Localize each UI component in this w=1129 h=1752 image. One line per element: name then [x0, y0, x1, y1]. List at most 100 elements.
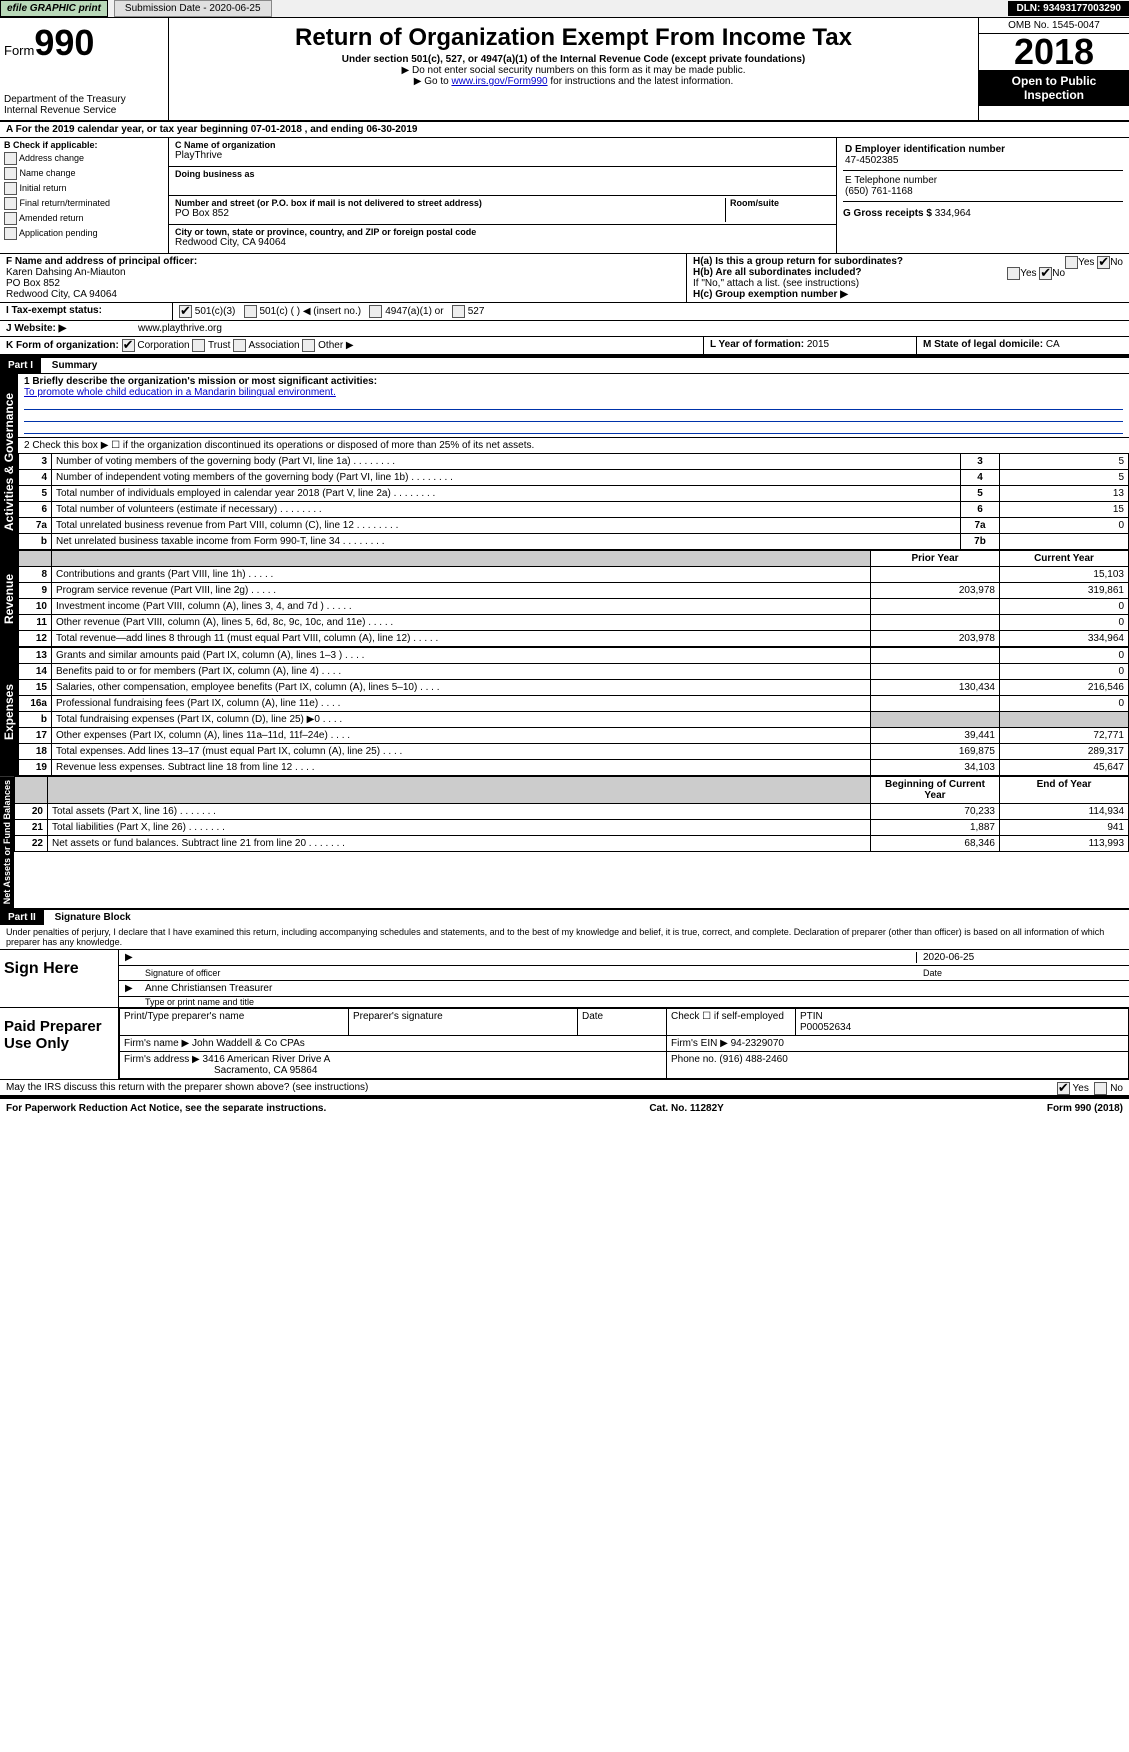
- firm-addr-label: Firm's address ▶: [124, 1054, 200, 1065]
- opt-trust: Trust: [208, 340, 230, 351]
- room-label: Room/suite: [730, 198, 830, 208]
- opt-527: 527: [468, 306, 485, 317]
- g-label: G Gross receipts $: [843, 208, 932, 219]
- table-row: bNet unrelated business taxable income f…: [19, 534, 1129, 550]
- m-label: M State of legal domicile:: [923, 339, 1043, 350]
- opt-assoc: Association: [248, 340, 299, 351]
- submission-date-button[interactable]: Submission Date - 2020-06-25: [114, 0, 272, 17]
- m-value: CA: [1046, 339, 1060, 350]
- check-initial-return[interactable]: Initial return: [4, 182, 164, 195]
- irs-label: Internal Revenue Service: [4, 105, 164, 116]
- table-row: 3Number of voting members of the governi…: [19, 454, 1129, 470]
- top-bar: efile GRAPHIC print Submission Date - 20…: [0, 0, 1129, 18]
- chk-527[interactable]: [452, 305, 465, 318]
- section-governance: Activities & Governance 1 Briefly descri…: [0, 374, 1129, 550]
- form-number: Form990: [4, 22, 164, 64]
- perjury-text: Under penalties of perjury, I declare th…: [0, 925, 1129, 950]
- chk-lbl-0: Address change: [19, 153, 84, 163]
- officer-name: Anne Christiansen Treasurer: [145, 983, 1123, 994]
- chk-4947[interactable]: [369, 305, 382, 318]
- l-label: L Year of formation:: [710, 339, 804, 350]
- hb-yes: Yes: [1020, 268, 1036, 279]
- sign-here-label: Sign Here: [0, 950, 119, 1007]
- paid-content: Print/Type preparer's name Preparer's si…: [119, 1008, 1129, 1079]
- chk-lbl-4: Amended return: [19, 213, 84, 223]
- hb-yes-check[interactable]: [1007, 267, 1020, 280]
- check-name-change[interactable]: Name change: [4, 167, 164, 180]
- table-row: 5Total number of individuals employed in…: [19, 486, 1129, 502]
- irs-link[interactable]: www.irs.gov/Form990: [451, 76, 547, 87]
- ha-row: H(a) Is this a group return for subordin…: [693, 256, 1123, 267]
- footer: For Paperwork Reduction Act Notice, see …: [0, 1097, 1129, 1118]
- revenue-table: Prior YearCurrent Year8Contributions and…: [18, 550, 1129, 647]
- ein-value: 47-4502385: [845, 155, 1121, 166]
- ha-yes-check[interactable]: [1065, 256, 1078, 269]
- col-print-name: Print/Type preparer's name: [120, 1009, 349, 1036]
- firm-name-label: Firm's name ▶: [124, 1038, 189, 1049]
- table-row: 11Other revenue (Part VIII, column (A), …: [19, 615, 1129, 631]
- cell-ein: D Employer identification number 47-4502…: [843, 140, 1123, 171]
- table-row: 13Grants and similar amounts paid (Part …: [19, 648, 1129, 664]
- table-row: 7aTotal unrelated business revenue from …: [19, 518, 1129, 534]
- phone-label: Phone no.: [671, 1054, 717, 1065]
- chk-corp[interactable]: [122, 339, 135, 352]
- table-row: 22Net assets or fund balances. Subtract …: [15, 836, 1129, 852]
- vtab-netassets: Net Assets or Fund Balances: [0, 776, 14, 908]
- table-row: 21Total liabilities (Part X, line 26) . …: [15, 820, 1129, 836]
- firm-phone-cell: Phone no. (916) 488-2460: [667, 1052, 1129, 1079]
- table-row: 17Other expenses (Part IX, column (A), l…: [19, 728, 1129, 744]
- header-right: OMB No. 1545-0047 2018 Open to Public In…: [979, 18, 1129, 120]
- chk-lbl-2: Initial return: [20, 183, 67, 193]
- hb-no-check[interactable]: [1039, 267, 1052, 280]
- check-address-change[interactable]: Address change: [4, 152, 164, 165]
- part2-title: Signature Block: [47, 912, 131, 923]
- org-name: PlayThrive: [175, 150, 830, 161]
- cell-city: City or town, state or province, country…: [169, 225, 836, 253]
- l-cell: L Year of formation: 2015: [703, 337, 916, 354]
- table-header: Beginning of Current YearEnd of Year: [15, 777, 1129, 804]
- e-label: E Telephone number: [845, 175, 1121, 186]
- footer-right: Form 990 (2018): [1047, 1103, 1123, 1114]
- chk-trust[interactable]: [192, 339, 205, 352]
- chk-assoc[interactable]: [233, 339, 246, 352]
- firm-ein-label: Firm's EIN ▶: [671, 1038, 728, 1049]
- chk-501c3[interactable]: [179, 305, 192, 318]
- table-row: 19Revenue less expenses. Subtract line 1…: [19, 760, 1129, 776]
- vtab-expenses: Expenses: [0, 647, 18, 776]
- hb-no: No: [1052, 268, 1065, 279]
- cell-phone: E Telephone number (650) 761-1168: [843, 171, 1123, 202]
- sig-of-officer: Signature of officer: [145, 968, 923, 978]
- discuss-row: May the IRS discuss this return with the…: [0, 1080, 1129, 1097]
- ha-no: No: [1110, 257, 1123, 268]
- col-ptin: PTINP00052634: [796, 1009, 1129, 1036]
- ha-no-check[interactable]: [1097, 256, 1110, 269]
- col-date: Date: [578, 1009, 667, 1036]
- cell-h: H(a) Is this a group return for subordin…: [687, 254, 1129, 302]
- firm-ein-cell: Firm's EIN ▶ 94-2329070: [667, 1036, 1129, 1052]
- check-amended[interactable]: Amended return: [4, 212, 164, 225]
- form-title: Return of Organization Exempt From Incom…: [173, 24, 974, 52]
- chk-501c[interactable]: [244, 305, 257, 318]
- mission-link[interactable]: To promote whole child education in a Ma…: [24, 387, 336, 398]
- table-row: 18Total expenses. Add lines 13–17 (must …: [19, 744, 1129, 760]
- vtab-governance: Activities & Governance: [0, 374, 18, 550]
- table-row: bTotal fundraising expenses (Part IX, co…: [19, 712, 1129, 728]
- sig-line-1-labels: Signature of officer Date: [119, 966, 1129, 981]
- phone-value: (650) 761-1168: [845, 186, 1121, 197]
- chk-other[interactable]: [302, 339, 315, 352]
- cell-address: Number and street (or P.O. box if mail i…: [169, 196, 836, 225]
- col-b-right: D Employer identification number 47-4502…: [837, 138, 1129, 253]
- ha-yes: Yes: [1078, 257, 1094, 268]
- note2-pre: ▶ Go to: [414, 76, 452, 87]
- cell-gross: G Gross receipts $ 334,964: [843, 202, 1123, 219]
- date-label: Date: [923, 968, 1123, 978]
- city-value: Redwood City, CA 94064: [175, 237, 830, 248]
- col-b-mid: C Name of organization PlayThrive Doing …: [169, 138, 837, 253]
- check-final-return[interactable]: Final return/terminated: [4, 197, 164, 210]
- discuss-yes-check[interactable]: [1057, 1082, 1070, 1095]
- dln-label: DLN: 93493177003290: [1008, 1, 1129, 16]
- efile-badge: efile GRAPHIC print: [0, 0, 108, 17]
- discuss-no-check[interactable]: [1094, 1082, 1107, 1095]
- check-application-pending[interactable]: Application pending: [4, 227, 164, 240]
- opt-other: Other ▶: [318, 340, 353, 351]
